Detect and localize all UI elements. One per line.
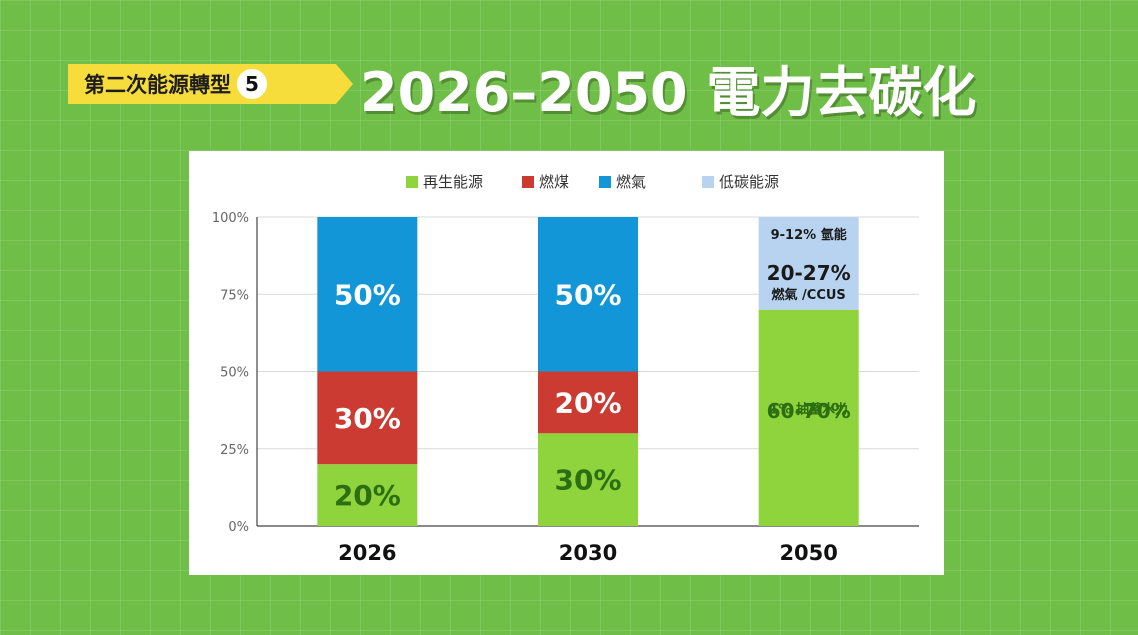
annotation-label: 9-12% 氫能	[771, 227, 847, 243]
y-tick-label: 0%	[228, 520, 249, 535]
legend-swatch	[599, 176, 611, 188]
bar-segment	[538, 217, 638, 372]
data-label: 30%	[334, 402, 401, 435]
bar-segment	[317, 464, 418, 526]
bar-segment	[317, 371, 418, 465]
x-tick-label: 2026	[338, 541, 396, 565]
data-label: 50%	[554, 278, 621, 311]
stacked-bar-chart: 0% 25% 50% 75% 100% 再生能源 燃煤 燃氣 低碳能源 20% 30% 50% 2026…	[212, 173, 919, 565]
slide-header: 第二次能源轉型 5 2026–2050 電力去碳化	[68, 50, 1128, 124]
bar-segment	[317, 217, 418, 372]
page-title: 2026–2050 電力去碳化	[360, 61, 977, 124]
legend-label: 燃氣	[616, 173, 646, 191]
data-label: 20%	[334, 479, 401, 512]
chart-card: 0% 25% 50% 75% 100% 再生能源 燃煤 燃氣 低碳能源 20% 30% 50% 2026…	[189, 151, 944, 575]
annotation-label: 20-27%	[767, 261, 851, 285]
data-label: 20%	[554, 386, 621, 419]
bar-segment	[538, 433, 638, 526]
series-tag: 第二次能源轉型 5	[68, 64, 353, 104]
y-tick-label: 25%	[220, 443, 249, 458]
y-tick-label: 100%	[212, 211, 249, 226]
y-tick-label: 75%	[220, 288, 249, 303]
bar-segment	[758, 309, 859, 526]
legend-label: 燃煤	[539, 173, 569, 191]
annotation-label: 燃氣 /CCUS	[772, 287, 846, 303]
x-tick-label: 2050	[779, 541, 837, 565]
y-tick-label: 50%	[220, 366, 249, 381]
annotation-label: 1% 抽蓄水力	[769, 402, 848, 418]
data-label: 50%	[334, 278, 401, 311]
series-label: 第二次能源轉型	[84, 73, 231, 97]
legend-swatch	[702, 176, 714, 188]
legend-label: 再生能源	[423, 173, 483, 191]
legend-label: 低碳能源	[719, 173, 779, 191]
data-label: 60-70%	[767, 399, 851, 423]
data-label: 30%	[554, 464, 621, 497]
bar-segment	[758, 217, 859, 310]
legend-swatch	[522, 176, 534, 188]
legend-swatch	[406, 176, 418, 188]
bar-segment	[538, 371, 638, 434]
series-number-badge: 5	[237, 69, 267, 99]
x-tick-label: 2030	[559, 541, 617, 565]
